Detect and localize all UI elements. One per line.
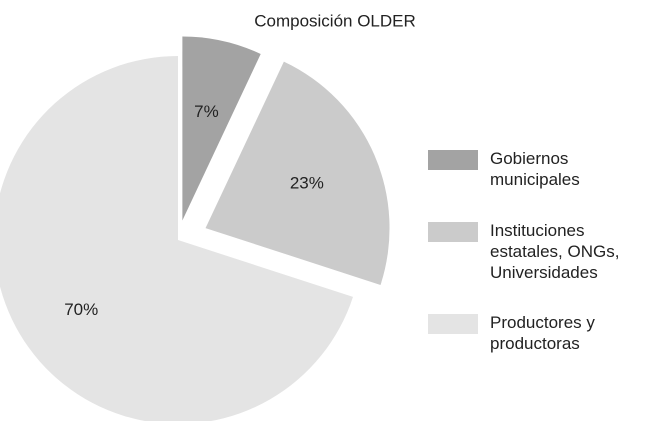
- legend-label: Instituciones estatales, ONGs, Universid…: [490, 221, 620, 282]
- legend-item: Productores y productoras: [428, 312, 640, 354]
- legend-label: Productores y productoras: [490, 313, 595, 353]
- chart-title: Composición OLDER: [254, 11, 416, 30]
- data-label: 70%: [64, 300, 98, 319]
- legend-swatch: [428, 314, 478, 334]
- data-label: 7%: [194, 102, 219, 121]
- pie-slice: [205, 61, 390, 285]
- legend-swatch: [428, 150, 478, 170]
- data-label: 23%: [290, 174, 324, 193]
- legend-item: Gobiernos municipales: [428, 148, 640, 190]
- legend-item: Instituciones estatales, ONGs, Universid…: [428, 220, 640, 283]
- pie-slice: [0, 56, 353, 421]
- legend-label: Gobiernos municipales: [490, 149, 580, 189]
- legend-swatch: [428, 222, 478, 242]
- pie-slice: [182, 36, 261, 221]
